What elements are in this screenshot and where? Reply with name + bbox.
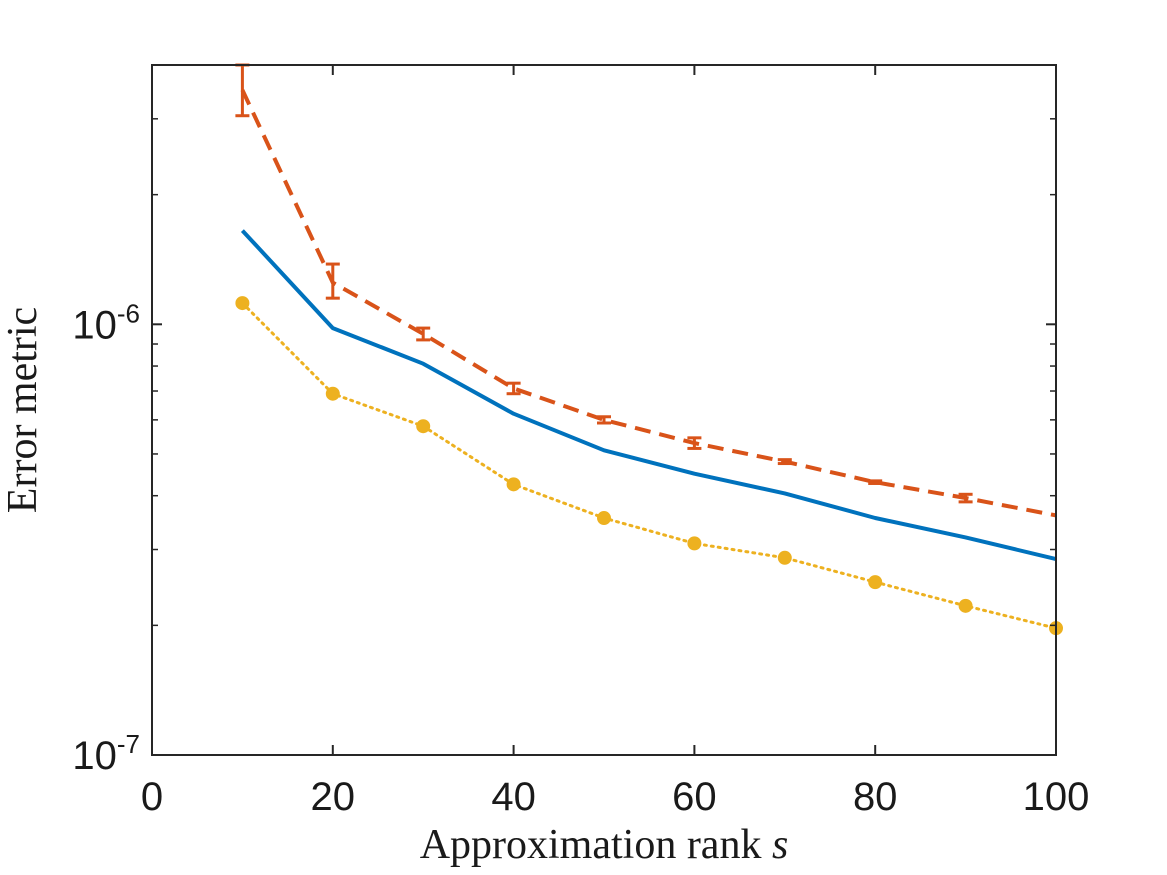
data-point-dotted (597, 511, 611, 526)
tick-layer (151, 65, 1057, 756)
tick-label-layer: 0 20 40 60 80 100 10-7 10-6 (72, 298, 1089, 819)
x-tick-label: 100 (1023, 775, 1090, 819)
series-line-dotted (240, 301, 1058, 630)
series-dotted (235, 296, 1063, 636)
y-tick-label: 10-7 (72, 729, 140, 778)
data-point-dotted (325, 386, 340, 401)
y-axis-title: Error metric (0, 307, 46, 513)
data-point-dotted (687, 536, 702, 551)
x-tick-label: 40 (491, 775, 536, 819)
data-point-dotted (777, 550, 792, 565)
series-line-solid (240, 229, 1057, 562)
series-dashed (235, 63, 1057, 518)
y-tick-label: 10-6 (72, 298, 140, 347)
series-line-dashed (240, 89, 1057, 518)
data-point-dotted (958, 598, 973, 613)
x-axis-title: Approximation rank s (420, 822, 789, 868)
x-tick-label: 0 (141, 775, 163, 819)
data-point-dotted (506, 477, 521, 492)
x-tick-label: 80 (853, 775, 898, 819)
data-point-dotted (235, 296, 250, 311)
data-point-dotted (416, 419, 431, 434)
series-solid (240, 229, 1057, 562)
plot-frame (151, 64, 1057, 756)
x-tick-label: 60 (672, 775, 717, 819)
data-point-dotted (868, 575, 883, 590)
series-layer (235, 63, 1063, 636)
x-tick-label: 20 (311, 775, 356, 819)
